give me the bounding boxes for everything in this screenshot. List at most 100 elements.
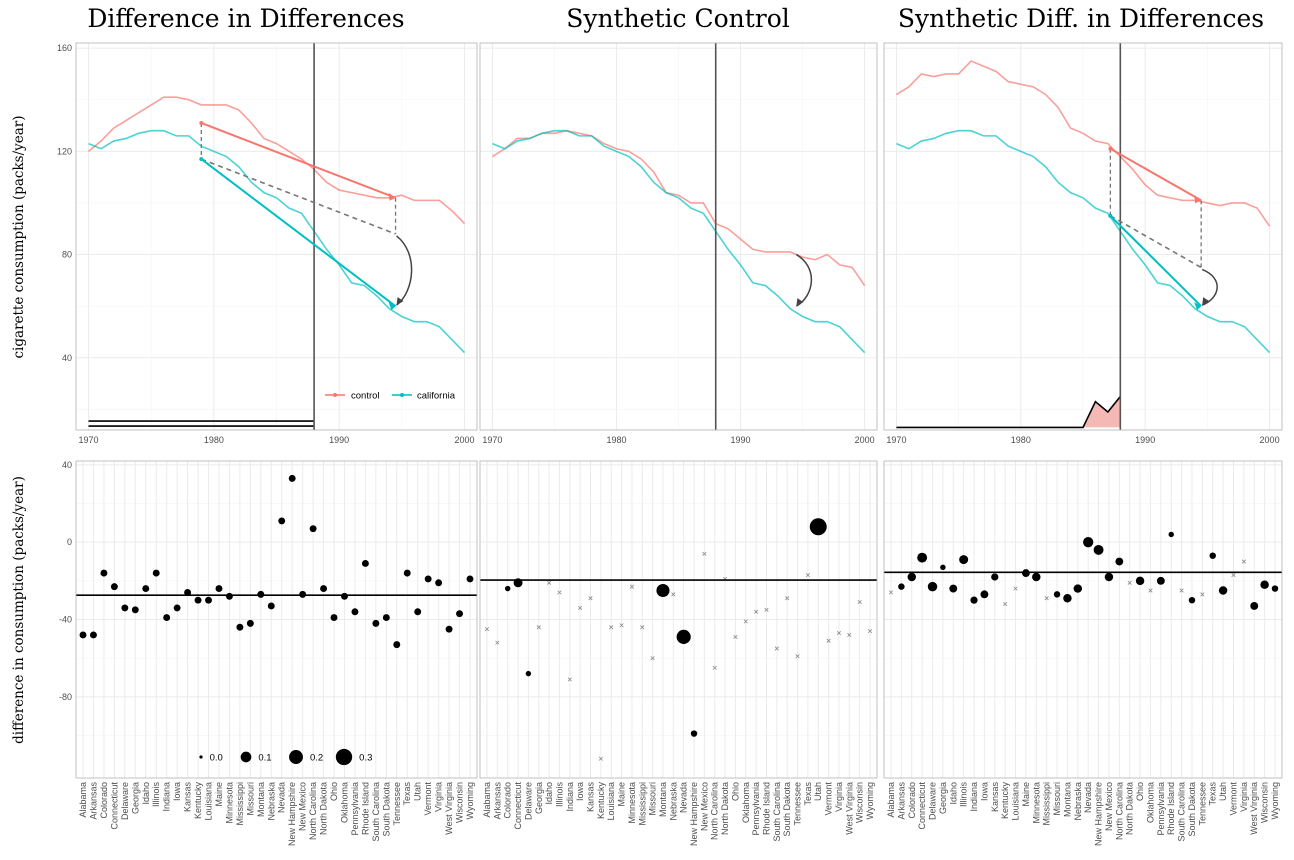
size-legend-label: 0.3 [359, 753, 372, 764]
state-point [100, 570, 107, 577]
state-label: South Dakota [782, 782, 792, 837]
state-point [289, 475, 296, 482]
state-point [1063, 594, 1071, 602]
state-label: Rhode Island [1166, 782, 1176, 835]
state-point [174, 604, 181, 611]
y-tick-label: -80 [59, 692, 72, 702]
state-point [1260, 580, 1268, 588]
california-trend-arrow [201, 159, 395, 306]
y-tick-label: 120 [57, 146, 72, 156]
counterfactual-trend [201, 159, 395, 234]
state-label: Louisiana [606, 782, 616, 821]
state-label: Iowa [172, 782, 182, 801]
state-point [341, 593, 348, 600]
state-point [1136, 577, 1144, 585]
state-label: Utah [813, 782, 823, 801]
state-label: Minnesota [627, 782, 637, 824]
state-label: Pennsylvania [751, 782, 761, 836]
state-label: Alabama [78, 782, 88, 818]
scatter-panel-sdid: Alabama Arkansas Colorado Connecticut Delawa… [884, 461, 1282, 846]
size-legend-dot [241, 752, 252, 763]
size-legend-label: 0.2 [310, 753, 323, 764]
x-tick-label: 2000 [855, 435, 875, 445]
scatter-panel-sc: Alabama Arkansas Colorado Connecticut Delawa… [480, 461, 877, 846]
state-label: North Carolina [710, 782, 720, 840]
legend-california-swatch [400, 393, 404, 397]
state-label: Wisconsin [855, 782, 865, 823]
size-legend-dot [336, 749, 352, 765]
state-point [268, 603, 275, 610]
state-point [383, 614, 390, 621]
state-label: Maine [214, 782, 224, 807]
state-point [1210, 552, 1216, 558]
state-label: Missouri [245, 782, 255, 816]
state-point [1189, 597, 1195, 603]
state-label: Indiana [969, 782, 979, 812]
state-label: New Mexico [1104, 782, 1114, 831]
state-label: Nebraska [668, 782, 678, 821]
state-label: Wyoming [1270, 782, 1280, 819]
state-label: South Dakota [381, 782, 391, 837]
state-point [1115, 558, 1123, 566]
state-point [310, 525, 317, 532]
state-label: Kentucky [596, 782, 606, 820]
state-point [810, 518, 827, 535]
plot-area: 1970 1980 1990 2000 40 80 120 160 control califor… [57, 43, 1282, 846]
title-did: Difference in Differences [87, 4, 404, 33]
x-tick-label: 1990 [731, 435, 751, 445]
state-label: Wisconsin [455, 782, 465, 823]
state-point [908, 573, 916, 581]
size-legend-dot [289, 750, 303, 764]
state-label: Rhode Island [761, 782, 771, 835]
state-point [949, 585, 957, 593]
state-label: West Virginia [444, 782, 454, 835]
state-point [163, 614, 170, 621]
title-sc: Synthetic Control [566, 4, 790, 33]
state-label: Delaware [928, 782, 938, 820]
state-label: Tennessee [1197, 782, 1207, 826]
state-point [226, 593, 233, 600]
state-label: Idaho [948, 782, 958, 805]
state-label: Idaho [141, 782, 151, 805]
state-label: Nebraska [266, 782, 276, 821]
state-label: Georgia [130, 782, 140, 814]
state-label: Illinois [151, 782, 161, 808]
state-point [970, 597, 977, 604]
california-trend-arrow [1110, 216, 1201, 306]
state-label: Minnesota [224, 782, 234, 824]
state-point [928, 582, 937, 591]
state-point [205, 597, 212, 604]
state-point [414, 608, 421, 615]
state-label: Connecticut [513, 782, 523, 830]
state-point [121, 604, 128, 611]
state-point [1168, 532, 1173, 537]
x-tick-label: 1970 [79, 435, 99, 445]
state-point [1094, 545, 1104, 555]
state-label: Ohio [1135, 782, 1145, 801]
state-point [195, 597, 202, 604]
state-point [80, 631, 87, 638]
state-label: Idaho [544, 782, 554, 805]
state-label: Georgia [938, 782, 948, 814]
state-label: Vermont [1228, 782, 1238, 816]
state-label: Alabama [886, 782, 896, 818]
state-point [656, 584, 669, 597]
state-label: West Virginia [844, 782, 854, 835]
california-trend-start [199, 157, 203, 161]
state-point [1074, 584, 1082, 592]
y-tick-label: -40 [59, 615, 72, 625]
state-label: Iowa [979, 782, 989, 801]
state-label: South Carolina [371, 782, 381, 842]
x-tick-label: 1980 [606, 435, 626, 445]
state-label: Colorado [907, 782, 917, 819]
state-label: Virginia [834, 782, 844, 812]
state-label: Louisiana [1011, 782, 1021, 821]
state-point [372, 620, 379, 627]
state-label: Delaware [120, 782, 130, 820]
x-tick-label: 2000 [1260, 435, 1280, 445]
state-point [278, 517, 285, 524]
x-tick-label: 1980 [204, 435, 224, 445]
state-label: Nevada [679, 782, 689, 813]
state-point [1083, 537, 1093, 547]
state-label: Oklahoma [339, 782, 349, 823]
